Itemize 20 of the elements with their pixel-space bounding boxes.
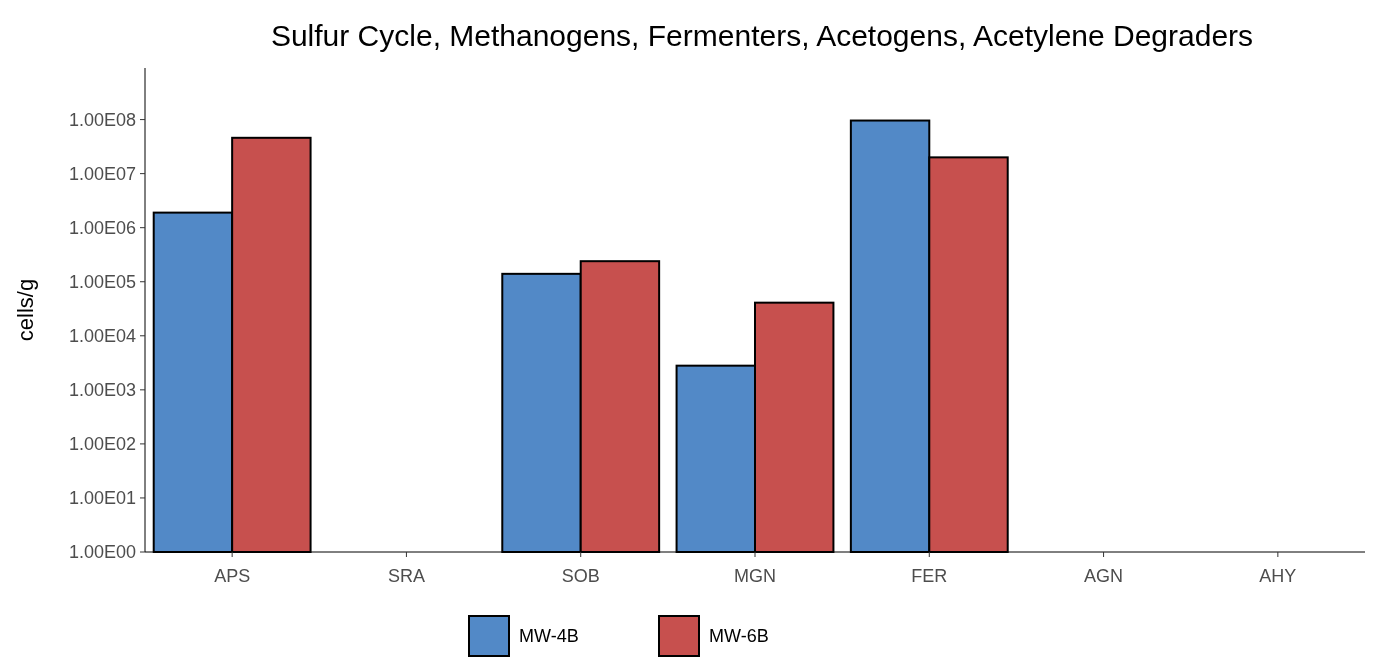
chart-title: Sulfur Cycle, Methanogens, Fermenters, Acetogens, Acetylene Degraders	[270, 19, 1254, 52]
y-tick-label: 1.00E08	[68, 109, 136, 130]
y-tick-label: 1.00E01	[68, 488, 136, 509]
x-tick-label: MGN	[734, 566, 776, 586]
legend-label: MW-4B	[519, 626, 579, 647]
y-tick-label: 1.00E07	[68, 163, 136, 184]
x-tick-label: SRA	[387, 566, 425, 586]
y-tick-label: 1.00E06	[68, 217, 136, 238]
x-tick-label: FER	[911, 566, 948, 586]
y-tick-label: 1.00E00	[68, 542, 136, 563]
y-tick-label: 1.00E04	[68, 326, 136, 347]
x-tick-label: AHY	[1259, 566, 1297, 586]
y-tick-label: 1.00E03	[68, 380, 136, 401]
y-tick-label: 1.00E02	[68, 434, 136, 455]
legend-label: MW-6B	[709, 626, 769, 647]
x-tick-label: SOB	[561, 566, 600, 586]
x-tick-label: APS	[214, 566, 251, 586]
x-tick-label: AGN	[1084, 566, 1124, 586]
y-tick-label: 1.00E05	[68, 272, 136, 293]
y-axis-title: cells/g	[13, 278, 38, 342]
